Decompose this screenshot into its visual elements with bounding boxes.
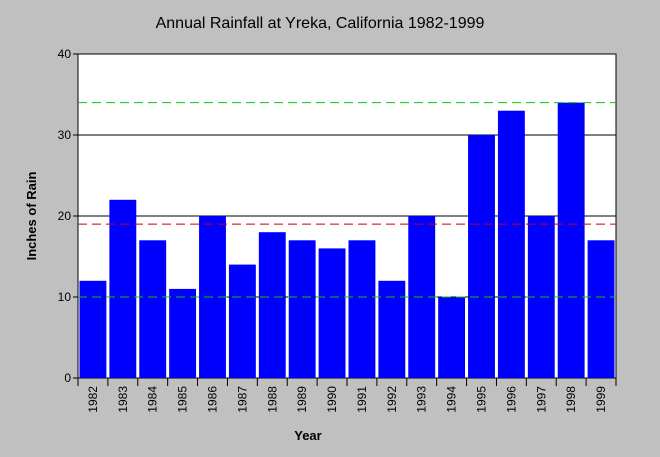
- bar-1996: [497, 110, 525, 378]
- x-tick-label: 1994: [445, 386, 459, 413]
- y-axis-label: Inches of Rain: [24, 172, 39, 261]
- x-tick-label: 1999: [594, 386, 608, 413]
- x-tick-label: 1985: [176, 386, 190, 413]
- x-tick-label: 1990: [325, 386, 339, 413]
- x-tick-label: 1986: [206, 386, 220, 413]
- chart-title: Annual Rainfall at Yreka, California 198…: [156, 15, 485, 32]
- y-axis-ticks: 0 10 20 30 40: [58, 47, 78, 385]
- x-tick-label: 1997: [534, 386, 548, 413]
- x-tick-label: 1993: [415, 386, 429, 413]
- bar-1983: [109, 199, 137, 378]
- bar-1990: [318, 248, 346, 378]
- x-tick-label: 1988: [265, 386, 279, 413]
- bar-1994: [438, 297, 466, 378]
- x-tick-label: 1984: [146, 386, 160, 413]
- x-tick-label: 1989: [295, 386, 309, 413]
- y-tick-label: 40: [58, 47, 72, 61]
- x-tick-label: 1982: [86, 386, 100, 413]
- bar-1984: [139, 240, 167, 378]
- reference-lines: [78, 102, 616, 298]
- bar-1988: [258, 232, 286, 378]
- bar-1989: [288, 240, 316, 378]
- y-tick-label: 0: [64, 371, 71, 385]
- bar-1982: [79, 280, 107, 378]
- y-tick-label: 20: [58, 209, 72, 223]
- x-tick-label: 1995: [475, 386, 489, 413]
- bar-1987: [228, 264, 256, 378]
- y-tick-label: 30: [58, 128, 72, 142]
- x-tick-label: 1996: [504, 386, 518, 413]
- x-axis-label: Year: [294, 428, 321, 443]
- x-tick-label: 1983: [116, 386, 130, 413]
- bar-1998: [557, 102, 585, 378]
- x-tick-label: 1992: [385, 386, 399, 413]
- x-tick-label: 1998: [564, 386, 578, 413]
- bars-group: [79, 102, 615, 378]
- bar-1991: [348, 240, 376, 378]
- bar-1985: [169, 288, 197, 378]
- bar-1999: [587, 240, 615, 378]
- x-tick-label: 1987: [235, 386, 249, 413]
- x-tick-label: 1991: [355, 386, 369, 413]
- y-tick-label: 10: [58, 290, 72, 304]
- bar-1995: [468, 135, 495, 378]
- bar-1992: [378, 280, 406, 378]
- x-axis-ticks: 1982 1983 1984 1985 1986 1987 1988 1989 1990 1991…: [77, 378, 617, 413]
